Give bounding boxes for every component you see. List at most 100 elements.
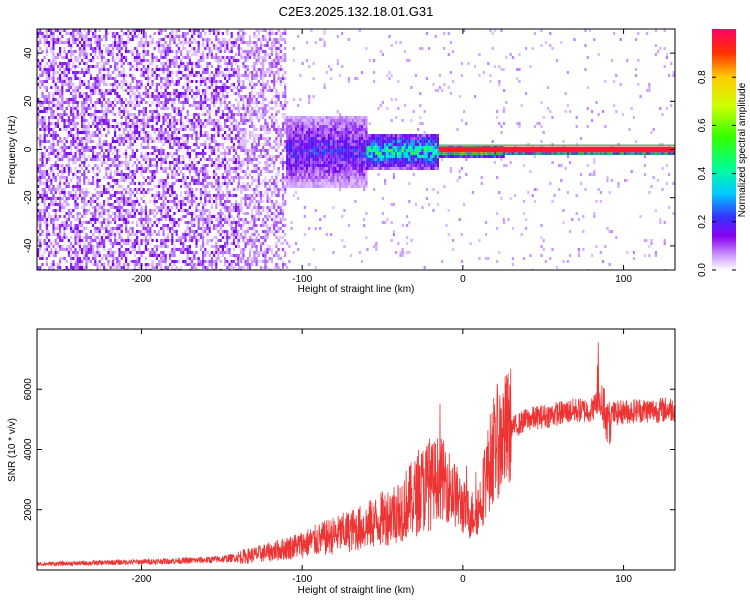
heatmap-cell: [129, 74, 132, 77]
heatmap-cell: [105, 50, 108, 53]
heatmap-cell: [206, 251, 209, 254]
heatmap-cell: [59, 185, 62, 188]
heatmap-cell: [253, 50, 256, 53]
heatmap-cell: [37, 251, 40, 254]
heatmap-cell: [177, 173, 180, 176]
heatmap-cell: [50, 248, 53, 251]
heatmap-cell: [52, 68, 55, 71]
heatmap-cell: [52, 116, 55, 119]
heatmap-cell: [162, 185, 165, 188]
heatmap-cell: [202, 218, 205, 221]
heatmap-cell: [175, 239, 178, 242]
heatmap-cell: [253, 149, 256, 152]
heatmap-cell: [39, 80, 42, 83]
heatmap-cell: [266, 260, 269, 263]
heatmap-cell: [217, 161, 220, 164]
heatmap-cell: [213, 125, 216, 128]
heatmap-cell: [244, 41, 247, 44]
heatmap-cell: [85, 260, 88, 263]
heatmap-cell: [76, 104, 79, 107]
heatmap-cell: [122, 107, 125, 110]
heatmap-cell: [191, 74, 194, 77]
heatmap-cell: [131, 152, 134, 155]
heatmap-cell: [54, 92, 57, 95]
heatmap-cell: [96, 116, 99, 119]
heatmap-cell: [182, 146, 185, 149]
heatmap-cell: [237, 224, 241, 227]
heatmap-cell: [140, 155, 143, 158]
heatmap-cell: [72, 110, 75, 113]
heatmap-cell: [173, 137, 176, 140]
heatmap-cell: [74, 152, 77, 155]
heatmap-cell: [103, 248, 106, 251]
heatmap-cell: [264, 266, 267, 269]
heatmap-cell: [215, 218, 218, 221]
heatmap-cell: [180, 128, 183, 131]
heatmap-cell: [116, 200, 119, 203]
heatmap-cell: [114, 206, 117, 209]
heatmap-cell: [127, 176, 130, 179]
heatmap-cell: [242, 131, 245, 134]
heatmap-cell: [153, 245, 156, 248]
heatmap-cell: [171, 137, 174, 140]
heatmap-cell: [83, 71, 86, 74]
heatmap-cell: [78, 131, 81, 134]
heatmap-cell: [76, 29, 79, 32]
heatmap-cell: [244, 203, 247, 206]
heatmap-cell: [210, 251, 213, 254]
heatmap-cell: [72, 95, 75, 98]
heatmap-cell: [259, 29, 263, 32]
heatmap-cell: [210, 80, 213, 83]
heatmap-cell: [228, 56, 231, 59]
heatmap-cell: [118, 143, 121, 146]
heatmap-cell: [96, 245, 99, 248]
heatmap-cell: [41, 209, 44, 212]
heatmap-cell: [253, 53, 256, 56]
heatmap-cell: [85, 95, 88, 98]
heatmap-cell: [54, 155, 57, 158]
heatmap-cell: [160, 80, 163, 83]
heatmap-cell: [197, 260, 200, 263]
heatmap-cell: [164, 119, 167, 122]
heatmap-cell: [246, 182, 249, 185]
heatmap-cell: [177, 149, 180, 152]
heatmap-cell: [144, 227, 147, 230]
heatmap-cell: [191, 164, 194, 167]
heatmap-cell: [98, 251, 101, 254]
heatmap-cell: [74, 65, 77, 68]
heatmap-cell: [149, 212, 152, 215]
heatmap-cell: [228, 254, 231, 257]
heatmap-cell: [195, 203, 198, 206]
heatmap-cell: [173, 167, 176, 170]
heatmap-cell: [153, 149, 156, 152]
heatmap-cell: [184, 209, 187, 212]
heatmap-cell: [160, 203, 163, 206]
heatmap-cell: [129, 233, 132, 236]
heatmap-cell: [235, 236, 238, 239]
heatmap-cell: [76, 260, 79, 263]
heatmap-cell: [208, 32, 211, 35]
heatmap-cell: [160, 68, 163, 71]
heatmap-cell: [89, 98, 92, 101]
heatmap-cell: [103, 263, 106, 266]
heatmap-cell: [226, 65, 229, 68]
heatmap-cell: [160, 125, 163, 128]
heatmap-cell: [240, 89, 243, 92]
heatmap-cell: [120, 164, 123, 167]
heatmap-cell: [147, 95, 150, 98]
heatmap-cell: [109, 44, 112, 47]
heatmap-cell: [246, 266, 249, 269]
heatmap-cell: [100, 125, 103, 128]
heatmap-cell: [37, 62, 40, 65]
heatmap-cell: [210, 164, 213, 167]
heatmap-cell: [244, 248, 247, 251]
heatmap-cell: [246, 68, 249, 71]
heatmap-cell: [208, 80, 211, 83]
heatmap-cell: [147, 74, 150, 77]
heatmap-cell: [56, 29, 59, 32]
heatmap-cell: [226, 134, 229, 137]
heatmap-cell: [175, 173, 178, 176]
heatmap-cell: [56, 236, 59, 239]
heatmap-cell: [142, 128, 145, 131]
heatmap-cell: [164, 194, 167, 197]
